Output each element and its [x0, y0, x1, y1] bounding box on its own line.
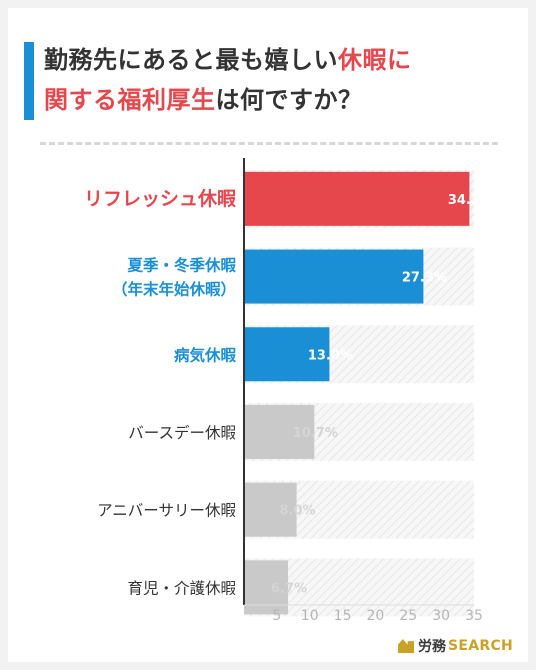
- bar-value-label: 27.3%: [402, 271, 447, 286]
- title-line-1: 勤務先にあると最も嬉しい休暇に: [44, 40, 514, 80]
- category-label: バースデー休暇: [128, 423, 236, 442]
- title-divider: [40, 142, 498, 145]
- logo-text-1: 労務: [418, 639, 446, 655]
- brand-logo: 労務 SEARCH: [398, 635, 513, 657]
- bar-value-label: 10.7%: [293, 426, 338, 441]
- bar: [244, 327, 330, 382]
- title-line-1-highlight: 休暇に: [338, 46, 412, 74]
- title-line-2-highlight: 関する福利厚生: [44, 86, 216, 114]
- title-accent-bar: [24, 42, 34, 120]
- category-label: アニバーサリー休暇: [97, 502, 236, 520]
- bar: [244, 482, 297, 537]
- x-tick-label: 35: [465, 608, 483, 624]
- category-label: 夏季・冬季休暇: [127, 256, 236, 275]
- category-label: 育児・介護休暇: [127, 579, 236, 597]
- category-label: 病気休暇: [174, 345, 237, 364]
- logo-icon: [398, 639, 414, 653]
- x-tick-label: 15: [334, 608, 352, 624]
- title-line-2: 関する福利厚生は何ですか？: [44, 80, 514, 120]
- bar-value-label: 6.7%: [271, 581, 307, 596]
- category-label: （年末年始休暇）: [112, 280, 236, 299]
- title-line-2-text: は何ですか？: [215, 86, 363, 114]
- logo-text-2: SEARCH: [448, 638, 514, 654]
- title-line-1-text: 勤務先にあると最も嬉しい: [44, 46, 338, 74]
- bar-value-label: 8.0%: [280, 504, 316, 519]
- bar-value-label: 34.3%: [448, 193, 493, 208]
- bar-value-label: 13.0%: [308, 348, 353, 363]
- chart-title: 勤務先にあると最も嬉しい休暇に 関する福利厚生は何ですか？: [44, 40, 514, 120]
- bar: [244, 171, 470, 226]
- x-tick-label: 5: [272, 608, 281, 624]
- bar: [244, 249, 424, 304]
- x-tick-label: 20: [367, 608, 385, 624]
- x-tick-label: 30: [432, 608, 450, 624]
- category-label: リフレッシュ休暇: [84, 188, 236, 210]
- bar: [244, 404, 315, 459]
- x-tick-label: 10: [301, 608, 319, 624]
- x-tick-label: 25: [399, 608, 417, 624]
